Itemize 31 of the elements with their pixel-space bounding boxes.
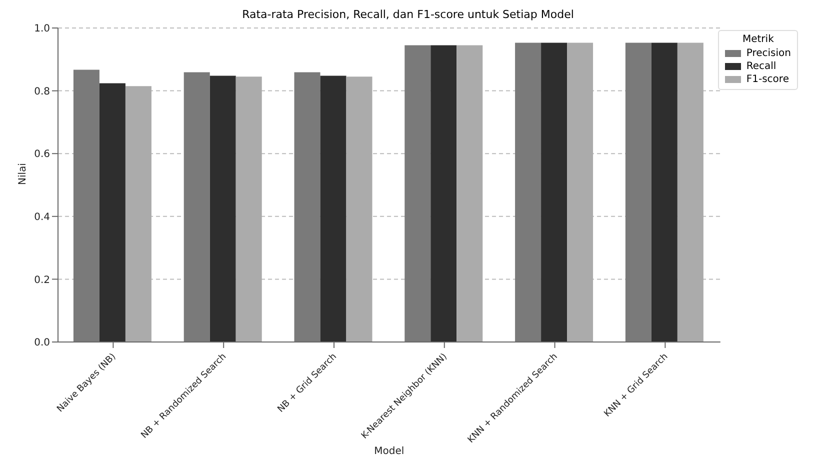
bar — [430, 45, 457, 342]
legend-label: F1-score — [746, 73, 789, 86]
legend-title: Metrik — [741, 34, 775, 45]
y-axis-title: Nilai — [18, 163, 29, 185]
bar — [210, 76, 236, 342]
bar — [346, 76, 372, 342]
bar — [677, 42, 704, 342]
bar — [404, 45, 431, 342]
y-tick-label: 0.0 — [34, 338, 50, 349]
bar — [567, 42, 594, 342]
bar — [236, 76, 262, 342]
bar — [515, 42, 542, 342]
x-axis-title: Model — [374, 446, 404, 457]
bar — [320, 76, 346, 342]
bar — [456, 45, 483, 342]
bar — [99, 83, 126, 342]
legend-label: Recall — [746, 60, 776, 73]
y-tick-label: 1.0 — [34, 24, 50, 35]
y-tick-label: 0.6 — [34, 149, 50, 160]
bar — [541, 42, 568, 342]
y-tick-label: 0.2 — [34, 274, 50, 286]
bar — [294, 72, 320, 342]
bar — [125, 86, 152, 342]
bar — [184, 72, 210, 342]
bar — [625, 42, 652, 342]
y-tick-label: 0.8 — [34, 86, 50, 98]
chart-title: Rata-rata Precision, Recall, dan F1-score untuk Setiap Model — [241, 8, 575, 22]
legend-label: Precision — [746, 47, 791, 60]
bar — [73, 70, 100, 342]
bar — [651, 42, 678, 342]
y-tick-label: 0.4 — [34, 212, 50, 223]
